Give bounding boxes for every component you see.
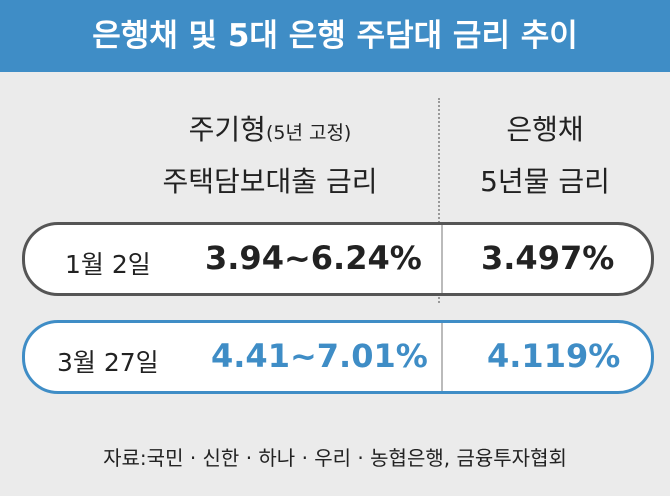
row-range: 4.41~7.01%	[211, 337, 428, 375]
row-separator	[441, 323, 443, 391]
header-note: (5년 고정)	[265, 122, 352, 144]
row-rate: 3.497%	[481, 239, 615, 277]
header-col1: 주기형(5년 고정)	[110, 108, 430, 148]
row-rate: 4.119%	[487, 337, 621, 375]
source: 자료:국민 · 신한 · 하나 · 우리 · 농협은행, 금융투자협회	[103, 446, 567, 470]
header-col1-line2: 주택담보대출 금리	[162, 165, 378, 198]
header-col2-line2: 5년물 금리	[480, 165, 610, 198]
row: 3월 27일 4.41~7.01% 4.119%	[22, 320, 654, 394]
title: 은행채 및 5대 은행 주담대 금리 추이	[0, 0, 670, 72]
row-date: 3월 27일	[57, 348, 159, 377]
row-date: 1월 2일	[65, 250, 151, 279]
divider	[438, 98, 440, 303]
row-separator	[441, 225, 443, 293]
row-range: 3.94~6.24%	[205, 239, 422, 277]
header-main: 주기형	[188, 113, 266, 146]
header-col2: 은행채	[506, 113, 584, 146]
row: 1월 2일 3.94~6.24% 3.497%	[22, 222, 654, 296]
